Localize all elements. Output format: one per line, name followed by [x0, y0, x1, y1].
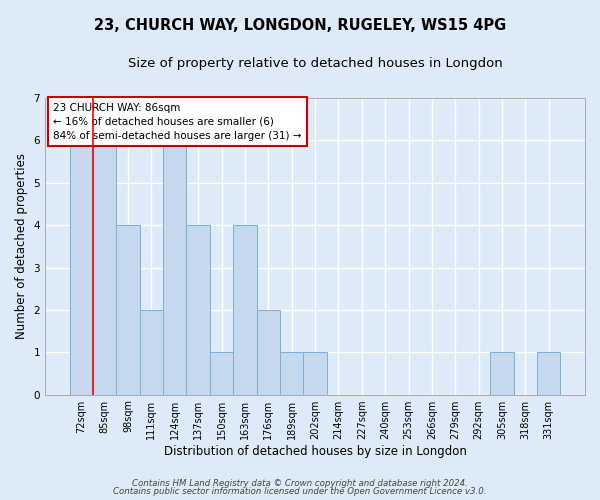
X-axis label: Distribution of detached houses by size in Longdon: Distribution of detached houses by size …	[164, 444, 466, 458]
Bar	[187, 225, 210, 394]
Text: Contains public sector information licensed under the Open Government Licence v3: Contains public sector information licen…	[113, 487, 487, 496]
Bar	[280, 352, 304, 395]
Text: 23, CHURCH WAY, LONGDON, RUGELEY, WS15 4PG: 23, CHURCH WAY, LONGDON, RUGELEY, WS15 4…	[94, 18, 506, 32]
Text: 23 CHURCH WAY: 86sqm
← 16% of detached houses are smaller (6)
84% of semi-detach: 23 CHURCH WAY: 86sqm ← 16% of detached h…	[53, 102, 302, 141]
Bar	[233, 225, 257, 394]
Bar	[490, 352, 514, 395]
Bar	[210, 352, 233, 395]
Y-axis label: Number of detached properties: Number of detached properties	[15, 154, 28, 340]
Bar	[537, 352, 560, 395]
Bar	[93, 140, 116, 394]
Bar	[140, 310, 163, 394]
Bar	[70, 140, 93, 394]
Bar	[116, 225, 140, 394]
Bar	[163, 140, 187, 394]
Title: Size of property relative to detached houses in Longdon: Size of property relative to detached ho…	[128, 58, 502, 70]
Text: Contains HM Land Registry data © Crown copyright and database right 2024.: Contains HM Land Registry data © Crown c…	[132, 478, 468, 488]
Bar	[257, 310, 280, 394]
Bar	[304, 352, 327, 395]
